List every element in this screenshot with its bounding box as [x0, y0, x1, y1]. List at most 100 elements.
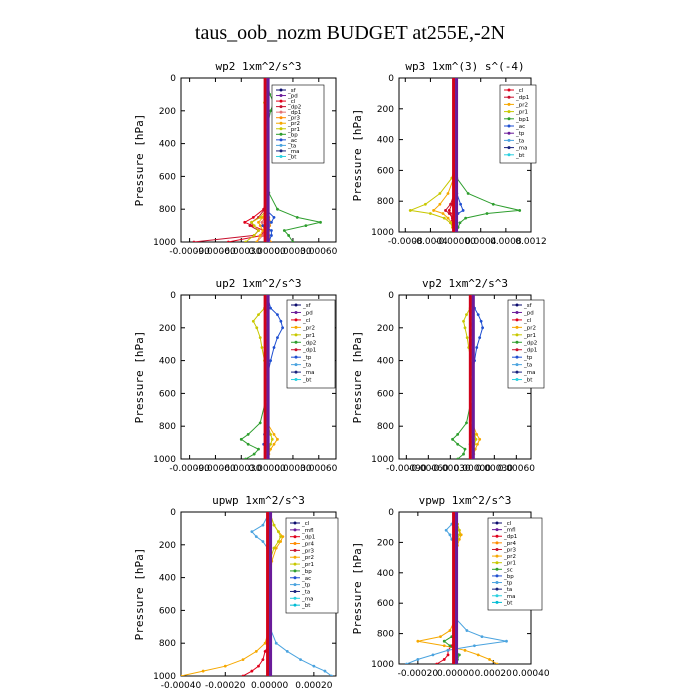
- legend-marker: [294, 355, 298, 359]
- y-tick-label: 0: [388, 74, 394, 84]
- legend-label: _mfl: [301, 528, 314, 534]
- data-point: [438, 192, 442, 195]
- data-point: [442, 639, 446, 643]
- panel-6: vpwp 1xm^2/s^3 Pressure [hPa] 0 200 400 600 80…: [351, 494, 550, 679]
- data-point: [250, 530, 254, 534]
- data-point: [254, 535, 258, 538]
- series-group: [181, 512, 333, 676]
- data-point: [244, 240, 247, 242]
- data-point: [276, 437, 279, 441]
- series-group: [451, 295, 484, 459]
- data-point: [424, 202, 427, 206]
- y-axis-label: Pressure [hPa]: [351, 109, 364, 202]
- legend-label: _ta: [515, 138, 524, 144]
- data-point: [416, 658, 420, 661]
- x-tick-label: 0.00000: [454, 464, 491, 474]
- x-tick-label: -0.00060: [408, 464, 449, 474]
- legend-marker: [294, 310, 298, 314]
- data-point: [274, 546, 278, 550]
- data-point: [447, 209, 451, 212]
- data-point: [276, 313, 279, 317]
- legend-label: _bp: [301, 569, 312, 575]
- x-tick-label: 0.00020: [475, 669, 512, 679]
- data-point: [258, 216, 262, 219]
- x-tick-label: -0.0008: [388, 237, 423, 247]
- data-point: [257, 313, 260, 317]
- data-point: [255, 240, 259, 242]
- legend-marker: [495, 547, 499, 551]
- legend-marker: [294, 378, 298, 382]
- data-point: [431, 653, 435, 657]
- data-point: [476, 442, 479, 446]
- panel-1: wp2 1xm^2/s^3 Pressure [hPa] 0 200 400 600 800…: [133, 60, 338, 257]
- data-point: [466, 192, 470, 195]
- data-point: [481, 326, 484, 330]
- legend-label: _sc: [503, 567, 513, 573]
- data-point: [261, 216, 265, 219]
- y-tick-label: 200: [377, 324, 394, 334]
- legend-label: _ma: [301, 596, 313, 602]
- legend-label: _tp: [503, 581, 513, 587]
- data-point: [491, 202, 495, 206]
- legend-label: _pr4: [503, 541, 517, 547]
- y-tick-label: 400: [377, 357, 394, 367]
- y-tick-label: 200: [159, 324, 176, 334]
- x-tick-label: -0.00000: [435, 237, 476, 247]
- legend: _cl_mfl_dp1_pr4_pr3_pr2_pr1_bp_ac_tp_ta_…: [285, 517, 339, 614]
- legend-marker: [279, 143, 283, 147]
- y-tick-label: 200: [377, 105, 394, 115]
- data-point: [465, 629, 469, 632]
- data-point: [465, 421, 468, 425]
- legend-marker: [495, 587, 499, 591]
- data-point: [456, 457, 460, 459]
- legend-marker: [515, 340, 519, 344]
- legend-marker: [507, 153, 511, 157]
- data-point: [272, 433, 276, 436]
- data-point: [475, 433, 479, 436]
- legend-marker: [279, 127, 283, 131]
- data-point: [457, 533, 461, 537]
- legend-label: _cl: [515, 88, 524, 94]
- data-point: [446, 192, 450, 195]
- y-tick-label: 400: [377, 569, 394, 579]
- data-point: [451, 437, 454, 441]
- y-tick-label: 800: [377, 197, 394, 207]
- legend-marker: [507, 146, 511, 150]
- panel-5: upwp 1xm^2/s^3 Pressure [hPa] 0 200 400 600 80…: [133, 494, 339, 691]
- data-point: [276, 336, 279, 340]
- panel-title: wp2 1xm^2/s^3: [215, 60, 301, 73]
- legend-marker: [515, 303, 519, 307]
- y-tick-label: 400: [377, 136, 394, 146]
- x-tick-label: 0.00040: [512, 669, 549, 679]
- legend-marker: [495, 534, 499, 538]
- data-point: [261, 229, 265, 232]
- data-point: [270, 220, 273, 224]
- data-point: [252, 234, 256, 237]
- legend: _sf_pd_cl_dp2_dp1_pr3_pr2_pr1_bp_ac_ta_m…: [271, 84, 325, 164]
- legend: _sf_pd _cl_pr2 _pr1_dp2 _dp1_tp _ta_ma _bt: [286, 299, 336, 389]
- data-point: [239, 437, 243, 441]
- data-point: [246, 433, 250, 436]
- x-tick-label: -0.0004: [413, 237, 448, 247]
- legend-label: _ma: [523, 370, 535, 376]
- data-point: [449, 202, 452, 206]
- data-point: [291, 240, 295, 242]
- data-point: [181, 674, 183, 676]
- legend-marker: [294, 370, 298, 374]
- legend-marker: [279, 94, 283, 98]
- data-point: [448, 644, 452, 648]
- y-tick-label: 200: [159, 541, 176, 551]
- legend-label: _ta: [503, 587, 512, 593]
- legend: _cl_dp1_pr2 _pr1_bp1_ac_tp_ta _ma_bt: [499, 84, 537, 164]
- data-point: [260, 346, 264, 349]
- legend-box: [507, 299, 545, 389]
- data-point: [432, 209, 435, 212]
- legend-marker: [495, 541, 499, 545]
- legend-label: _cl: [301, 521, 310, 527]
- legend-marker: [279, 110, 283, 114]
- legend-label: _tp: [523, 355, 533, 361]
- x-tick-label: 0.00030: [476, 464, 513, 474]
- data-point: [257, 220, 260, 224]
- legend-marker: [515, 363, 519, 367]
- data-point: [261, 523, 265, 527]
